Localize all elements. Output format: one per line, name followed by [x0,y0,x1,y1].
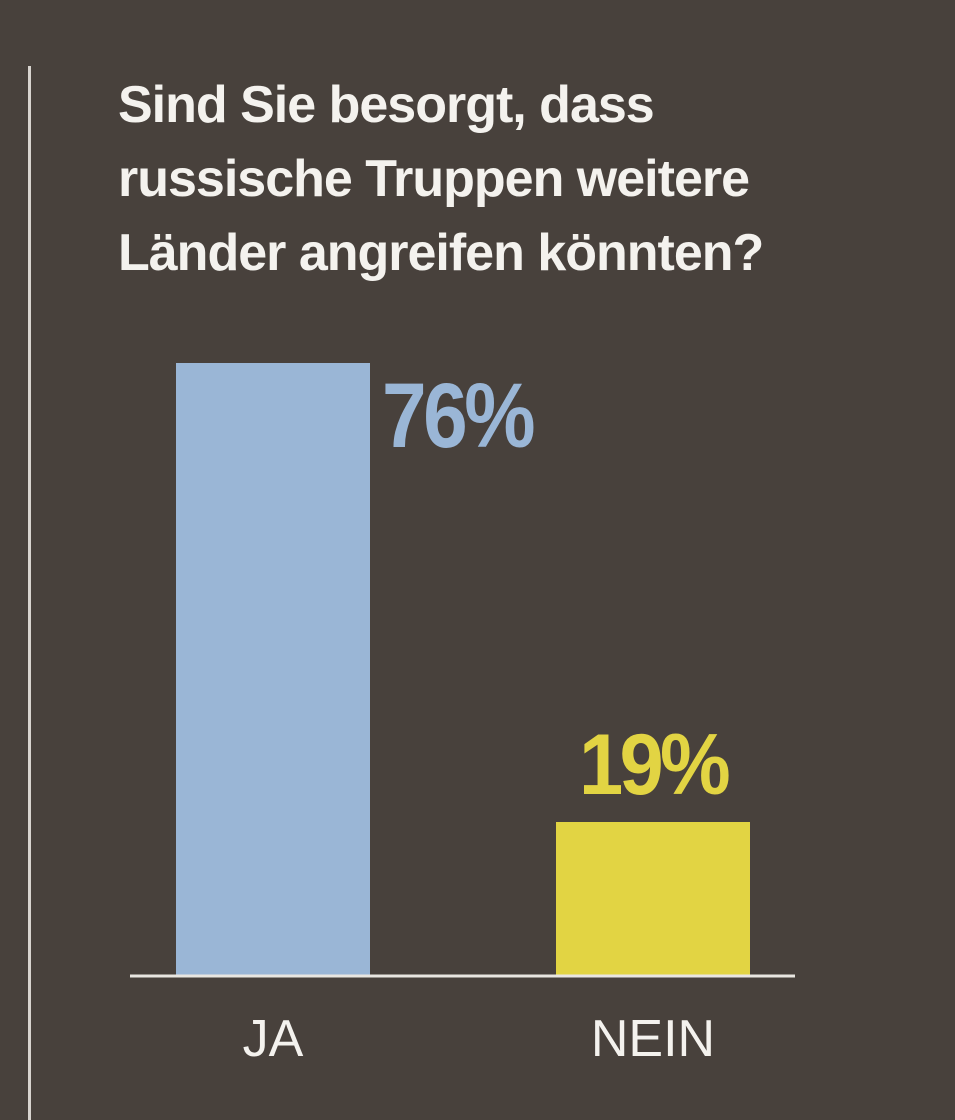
category-label-ja: JA [243,1010,304,1068]
chart-title-line-3: Länder angreifen könnten? [118,224,764,282]
left-divider-line [28,66,31,1120]
value-label-nein: 19% [579,717,729,813]
chart-title-line-2: russische Truppen weitere [118,150,750,208]
value-label-ja: 76% [382,365,534,467]
chart-title-line-1: Sind Sie besorgt, dass [118,76,655,134]
bar-nein [556,822,750,975]
bar-ja [176,363,370,975]
chart-title: Sind Sie besorgt, dass russische Truppen… [118,68,918,290]
category-label-nein: NEIN [591,1010,715,1068]
